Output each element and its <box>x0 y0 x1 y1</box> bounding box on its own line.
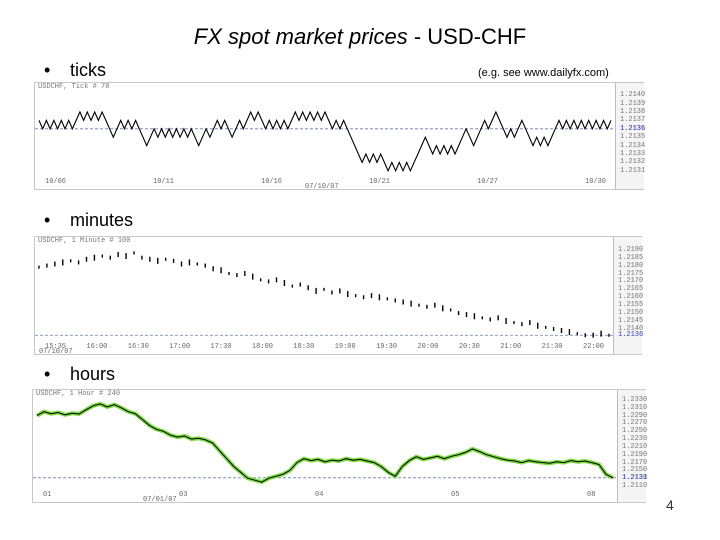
x-tick-label: 17:00 <box>169 343 191 351</box>
x-tick-label: 08 <box>587 491 596 499</box>
x-tick-label: 10/30 <box>585 178 607 186</box>
bullet-label: ticks <box>70 60 106 80</box>
plot-area <box>35 251 613 338</box>
plot-area <box>35 110 615 173</box>
y-tick-label: 1.2175 <box>618 269 644 278</box>
price-scale: 1.2330 1.2310 1.2290 1.2270 1.2250 1.2230 1.22… <box>617 390 648 502</box>
series-line <box>36 403 614 483</box>
y-tick-label: 1.2132 <box>620 158 646 167</box>
y-tick-label: 1.2140 <box>618 324 644 333</box>
title-pair: - USD-CHF <box>407 24 527 49</box>
x-tick-label: 22:00 <box>583 343 605 351</box>
chart-header: USDCHF, Tick # 70 <box>38 83 110 91</box>
ticks-chart: USDCHF, Tick # 70 1.2140 1.2139 1.2138 1.213… <box>34 82 646 191</box>
y-tick-label: 1.2155 <box>618 301 644 310</box>
x-tick-label: 21:30 <box>541 343 563 351</box>
x-tick-label: 10/27 <box>477 178 499 186</box>
y-tick-label: 1.2134 <box>620 141 646 150</box>
x-tick-label: 18:30 <box>293 343 315 351</box>
x-date-label: 07/01/07 <box>143 496 177 504</box>
y-tick-label: 1.2139 <box>620 99 646 108</box>
bullet-label: minutes <box>70 210 134 230</box>
x-tick-label: 18:00 <box>251 343 273 351</box>
x-tick-label: 03 <box>179 491 188 499</box>
x-date-label: 07/10/07 <box>305 183 339 191</box>
x-tick-label: 10/16 <box>261 178 283 186</box>
x-tick-label: 15:35 <box>45 343 67 351</box>
y-tick-label: 1.2170 <box>618 277 644 286</box>
x-tick-label: 04 <box>315 491 324 499</box>
y-tick-label: 1.2140 <box>620 91 646 100</box>
page-number: 4 <box>666 497 674 513</box>
y-tick-label: 1.2230 <box>622 435 648 444</box>
x-tick-label: 20:00 <box>417 343 439 351</box>
series-line <box>38 110 612 173</box>
y-tick-label: 1.2145 <box>618 317 644 325</box>
y-tick-label: 1.2160 <box>618 293 644 302</box>
bullet-ticks: • ticks <box>44 60 106 81</box>
bullet-dot: • <box>44 364 51 384</box>
hours-chart: USDCHF, 1 Hour # 240 1.2330 1.2310 1.2290 1.… <box>32 389 648 504</box>
title-main: FX spot market prices <box>193 24 408 49</box>
bullet-dot: • <box>44 210 51 230</box>
y-tick-label: 1.2250 <box>622 427 648 436</box>
y-tick-label: 1.2110 <box>622 482 648 491</box>
y-tick-label: 1.2135 <box>620 133 646 142</box>
x-tick-label: 10/21 <box>369 178 391 186</box>
y-tick-label: 1.2138 <box>620 108 646 116</box>
last-price-label: 1.2136 <box>620 124 646 133</box>
x-tick-label: 20:30 <box>458 343 480 351</box>
y-tick-label: 1.2150 <box>618 309 644 318</box>
last-price-label: 1.2131 <box>622 473 648 482</box>
y-tick-label: 1.2150 <box>622 466 648 475</box>
x-tick-label: 21:00 <box>500 343 522 351</box>
source-note: (e.g. see www.dailyfx.com) <box>478 67 609 79</box>
x-tick-label: 05 <box>451 491 460 499</box>
y-tick-label: 1.2190 <box>618 245 644 254</box>
y-tick-label: 1.2131 <box>620 166 646 175</box>
minutes-chart: USDCHF, 1 Minute # 100 1.2190 1.2185 1.2180… <box>34 236 644 356</box>
y-tick-label: 1.2310 <box>622 403 648 412</box>
y-tick-label: 1.2133 <box>620 150 646 158</box>
chart-header: USDCHF, 1 Hour # 240 <box>36 390 121 398</box>
page-title: FX spot market prices - USD-CHF <box>0 24 720 50</box>
x-date-label: 07/10/07 <box>39 348 73 356</box>
price-scale: 1.2140 1.2139 1.2138 1.2137 1.2136 1.2135 1.21… <box>615 83 646 189</box>
y-tick-label: 1.2180 <box>618 261 644 270</box>
bullet-dot: • <box>44 60 51 80</box>
y-tick-label: 1.2185 <box>618 253 644 262</box>
bullet-hours: • hours <box>44 364 115 385</box>
y-tick-label: 1.2170 <box>622 458 648 467</box>
series-glow <box>36 401 614 485</box>
x-tick-label: 19:30 <box>376 343 398 351</box>
y-tick-label: 1.2137 <box>620 116 646 125</box>
x-tick-label: 10/06 <box>45 178 67 186</box>
y-tick-label: 1.2290 <box>622 411 648 420</box>
x-tick-label: 19:00 <box>334 343 356 351</box>
y-tick-label: 1.2330 <box>622 395 648 404</box>
x-tick-label: 17:30 <box>210 343 232 351</box>
y-tick-label: 1.2210 <box>622 442 648 451</box>
plot-area <box>33 401 617 485</box>
bullet-minutes: • minutes <box>44 210 133 231</box>
price-scale: 1.2190 1.2185 1.2180 1.2175 1.2170 1.2165 1.21… <box>613 237 644 354</box>
y-tick-label: 1.2270 <box>622 419 648 428</box>
x-tick-label: 16:00 <box>86 343 108 351</box>
chart-header: USDCHF, 1 Minute # 100 <box>38 237 131 245</box>
y-tick-label: 1.2130 <box>622 474 648 483</box>
y-tick-label: 1.2136 <box>620 124 646 133</box>
y-tick-label: 1.2165 <box>618 285 644 294</box>
last-price-label: 1.2136 <box>618 331 644 340</box>
x-tick-label: 01 <box>43 491 52 499</box>
x-tick-label: 10/11 <box>153 178 175 186</box>
x-tick-label: 16:30 <box>127 343 149 351</box>
bullet-label: hours <box>70 364 116 384</box>
y-tick-label: 1.2190 <box>622 450 648 459</box>
